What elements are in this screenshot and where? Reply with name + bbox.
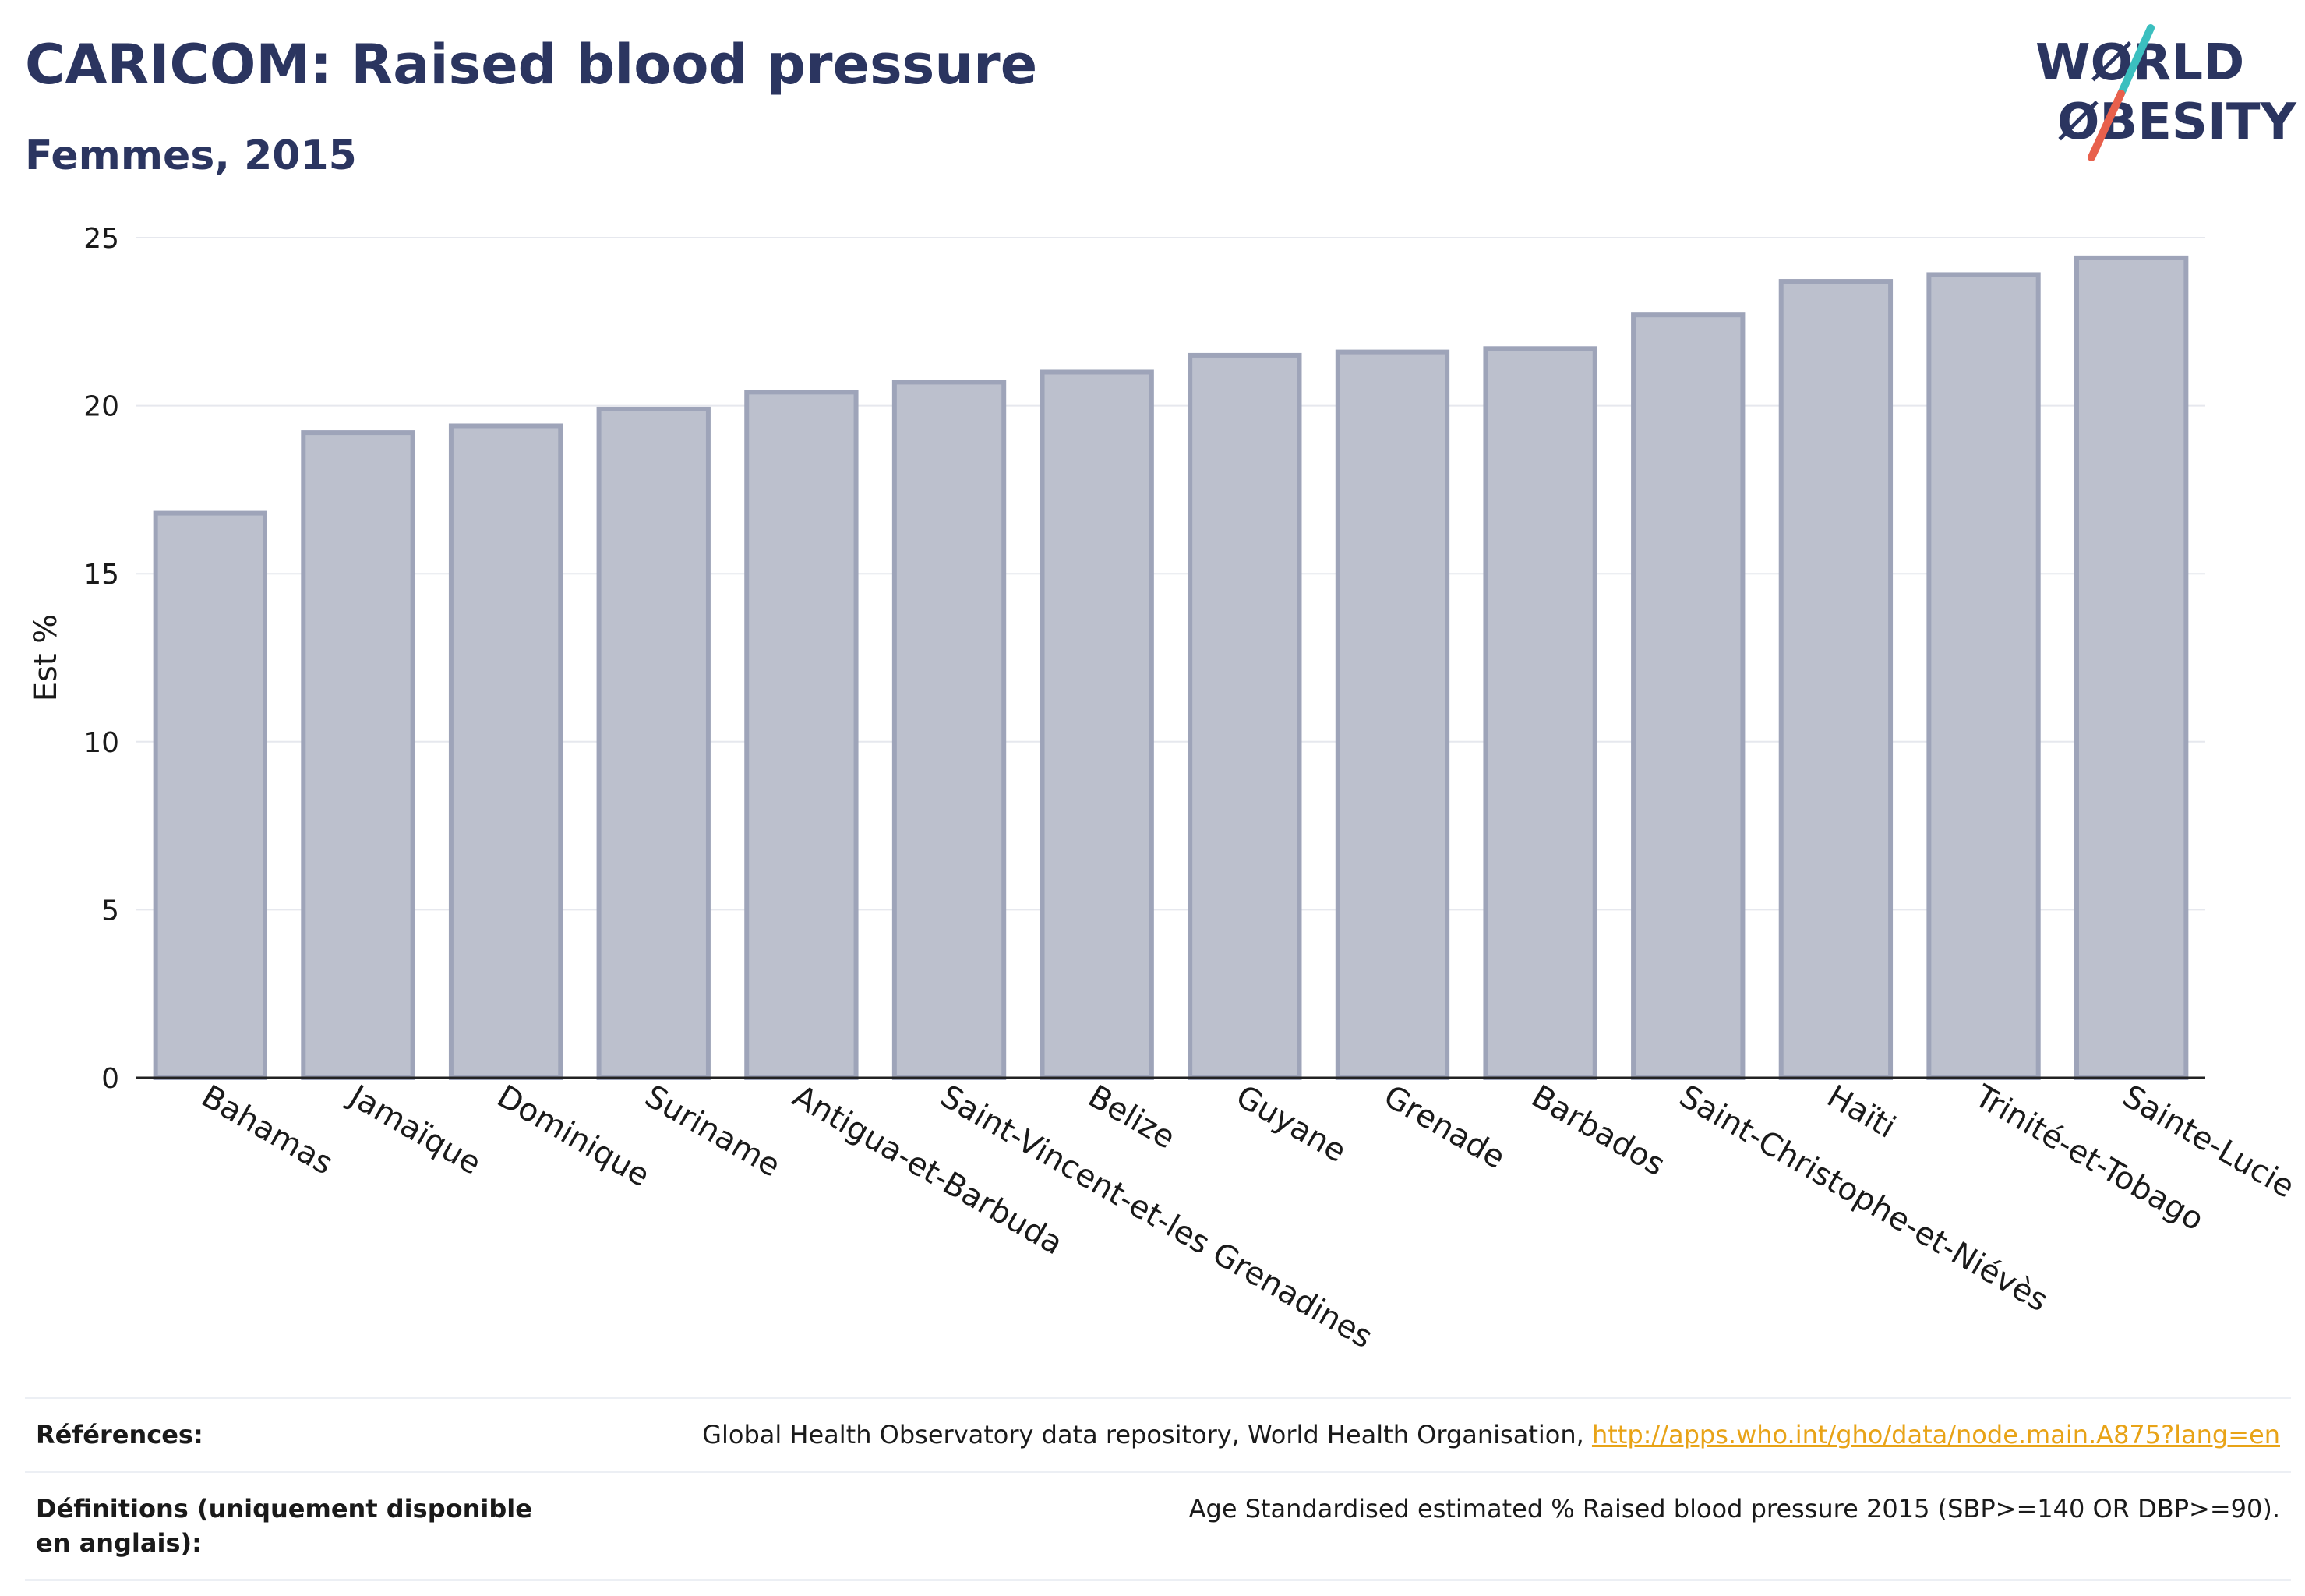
x-tick-label: Jamaïque [341, 1077, 487, 1181]
x-tick-label: Belize [1082, 1079, 1181, 1156]
definitions-value: Age Standardised estimated % Raised bloo… [1188, 1494, 2280, 1524]
world-obesity-logo: WØRLD ØBESITY [2035, 24, 2296, 161]
bar [1335, 349, 1450, 1081]
x-tick-label: Guyane [1230, 1079, 1352, 1170]
y-tick-label: 5 [101, 895, 119, 927]
y-axis-label: Est % [28, 614, 64, 702]
y-tick-label: 25 [83, 223, 119, 255]
bar [2074, 255, 2189, 1081]
y-tick-label: 0 [101, 1063, 119, 1095]
bar [1483, 346, 1597, 1080]
y-tick-label: 20 [83, 391, 119, 423]
bar [1631, 312, 1746, 1080]
bar [596, 406, 711, 1080]
references-table: Références: Global Health Observatory da… [25, 1396, 2291, 1581]
bar [744, 390, 859, 1080]
definitions-row: Définitions (uniquement disponible en an… [25, 1473, 2291, 1581]
x-tick-label: Dominique [491, 1079, 655, 1194]
bar [301, 430, 415, 1080]
bar [1926, 272, 2041, 1080]
definitions-label: Définitions (uniquement disponible en an… [36, 1494, 532, 1558]
x-tick-label: Bahamas [196, 1079, 339, 1182]
x-tick-label: Grenade [1378, 1079, 1511, 1176]
logo-text-bottom: ØBESITY [2057, 94, 2296, 151]
x-tick-label: Haïti [1821, 1079, 1901, 1146]
bar [1778, 279, 1894, 1080]
bar [448, 423, 563, 1080]
y-tick-label: 10 [83, 727, 119, 759]
references-text: Global Health Observatory data repositor… [702, 1420, 1592, 1449]
bar [1040, 369, 1154, 1081]
logo-slash-teal [2117, 24, 2155, 97]
logo-slash-red [2088, 90, 2125, 161]
bar [891, 380, 1007, 1080]
chart-title: CARICOM: Raised blood pressure [25, 33, 1038, 97]
x-tick-label: Antigua-et-Barbuda [786, 1079, 1068, 1262]
references-link[interactable]: http://apps.who.int/gho/data/node.main.A… [1591, 1420, 2280, 1449]
x-tick-label: Suriname [639, 1079, 786, 1185]
chart-subtitle: Femmes, 2015 [25, 132, 357, 179]
x-tick-label: Barbados [1526, 1079, 1671, 1183]
bar [153, 510, 267, 1081]
bar-chart: 0 5 10 15 20 25 Est % Bahamas Jamaïque DominiqueS… [28, 223, 2300, 1355]
references-row: Références: Global Health Observatory da… [25, 1399, 2291, 1473]
bar [1188, 352, 1302, 1081]
references-label: Références: [36, 1420, 203, 1449]
y-tick-label: 15 [83, 559, 119, 591]
references-value: Global Health Observatory data repositor… [702, 1418, 2280, 1452]
